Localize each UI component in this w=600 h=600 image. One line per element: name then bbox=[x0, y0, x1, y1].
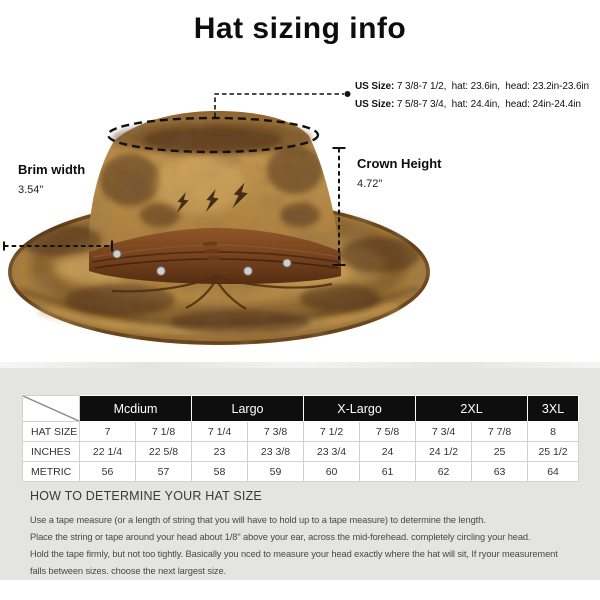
crown-height-value: 4.72" bbox=[357, 178, 383, 190]
howto-line: Hold the tape firmly, but not too tightl… bbox=[30, 549, 558, 559]
us-size-callout: US Size: 7 3/8-7 1/2, hat: 23.6in, head:… bbox=[355, 78, 589, 113]
table-cell: 7 3/8 bbox=[247, 421, 305, 442]
table-cell: 25 bbox=[471, 441, 529, 462]
page-title: Hat sizing info bbox=[193, 12, 407, 45]
table-cell: 7 bbox=[79, 421, 136, 442]
size-group-header: Mcdium bbox=[78, 395, 193, 422]
size-table: Mcdium Largo X-Largo 2XL 3XL HAT SIZE 7 … bbox=[22, 395, 580, 482]
table-cell: 22 1/4 bbox=[79, 441, 136, 462]
table-cell: 25 1/2 bbox=[527, 441, 580, 462]
howto-line: Use a tape measure (or a length of strin… bbox=[30, 515, 486, 525]
table-cell: 23 3/4 bbox=[303, 441, 361, 462]
us-size-label: US Size: bbox=[355, 81, 395, 92]
table-corner-cell bbox=[22, 395, 80, 422]
us-size-line: US Size: 7 5/8-7 3/4, hat: 24.4in, head:… bbox=[355, 96, 589, 114]
diagonal-line bbox=[23, 396, 79, 421]
size-callout-ellipse bbox=[106, 116, 320, 154]
table-cell: 56 bbox=[79, 461, 136, 482]
brim-width-annotation: Brim width 3.54" bbox=[18, 162, 85, 196]
table-cell: 64 bbox=[527, 461, 580, 482]
table-cell: 7 1/8 bbox=[134, 421, 193, 442]
table-cell: 7 5/8 bbox=[359, 421, 417, 442]
band-beads bbox=[112, 249, 292, 276]
table-row: INCHES 22 1/4 22 5/8 23 23 3/8 23 3/4 24… bbox=[22, 441, 580, 462]
table-row-label: HAT SIZE bbox=[22, 421, 80, 442]
us-size-value: 7 3/8-7 1/2, hat: 23.6in, head: 23.2in-2… bbox=[394, 81, 590, 92]
howto-line: Place the string or tape around your hea… bbox=[30, 532, 531, 542]
brim-measure-line bbox=[3, 240, 113, 252]
measurement-overlay bbox=[3, 91, 351, 266]
size-group-header: 2XL bbox=[415, 395, 529, 422]
us-size-value: 7 5/8-7 3/4, hat: 24.4in, head: 24in-24.… bbox=[394, 98, 581, 110]
table-row: HAT SIZE 7 7 1/8 7 1/4 7 3/8 7 1/2 7 5/8… bbox=[22, 421, 580, 442]
table-header-row: Mcdium Largo X-Largo 2XL 3XL bbox=[22, 395, 580, 422]
band-stitches bbox=[202, 241, 221, 260]
table-cell: 8 bbox=[527, 421, 580, 442]
size-group-header: X-Largo bbox=[303, 395, 417, 422]
table-row-label: INCHES bbox=[22, 441, 80, 462]
table-cell: 57 bbox=[134, 461, 193, 482]
table-cell: 23 bbox=[191, 441, 249, 462]
us-size-line: US Size: 7 3/8-7 1/2, hat: 23.6in, head:… bbox=[355, 78, 589, 96]
size-group-header: Largo bbox=[191, 395, 305, 422]
band-strings bbox=[111, 273, 333, 310]
table-cell: 24 bbox=[359, 441, 417, 462]
table-cell: 58 bbox=[191, 461, 249, 482]
info-panel: Mcdium Largo X-Largo 2XL 3XL HAT SIZE 7 … bbox=[0, 362, 600, 580]
hat-band bbox=[89, 228, 341, 310]
callout-dot bbox=[344, 91, 351, 97]
crown-measure-line bbox=[332, 147, 346, 266]
brim-width-label: Brim width bbox=[18, 162, 86, 177]
us-size-label: US Size: bbox=[355, 98, 395, 110]
table-cell: 7 3/4 bbox=[415, 421, 473, 442]
distressed-texture bbox=[8, 111, 430, 345]
brim-width-value: 3.54" bbox=[18, 184, 44, 196]
table-cell: 24 1/2 bbox=[415, 441, 473, 462]
crown-height-label: Crown Height bbox=[357, 156, 442, 171]
table-row-label: METRIC bbox=[22, 461, 80, 482]
howto-section: HOW TO DETERMINE YOUR HAT SIZE Use a tap… bbox=[30, 489, 584, 580]
table-cell: 7 1/4 bbox=[191, 421, 249, 442]
howto-line: falls between sizes. choose the next lar… bbox=[30, 566, 227, 576]
table-cell: 60 bbox=[303, 461, 361, 482]
table-cell: 22 5/8 bbox=[134, 441, 193, 462]
table-row: METRIC 56 57 58 59 60 61 62 63 64 bbox=[22, 461, 580, 482]
table-cell: 7 1/2 bbox=[303, 421, 361, 442]
table-cell: 63 bbox=[471, 461, 529, 482]
table-cell: 62 bbox=[415, 461, 473, 482]
howto-heading: HOW TO DETERMINE YOUR HAT SIZE bbox=[30, 489, 262, 503]
table-cell: 59 bbox=[247, 461, 305, 482]
crown-height-annotation: Crown Height 4.72" bbox=[357, 156, 442, 190]
table-cell: 7 7/8 bbox=[471, 421, 529, 442]
callout-leader-line bbox=[214, 93, 344, 117]
table-cell: 61 bbox=[359, 461, 417, 482]
table-cell: 23 3/8 bbox=[247, 441, 305, 462]
size-group-header: 3XL bbox=[527, 395, 580, 422]
